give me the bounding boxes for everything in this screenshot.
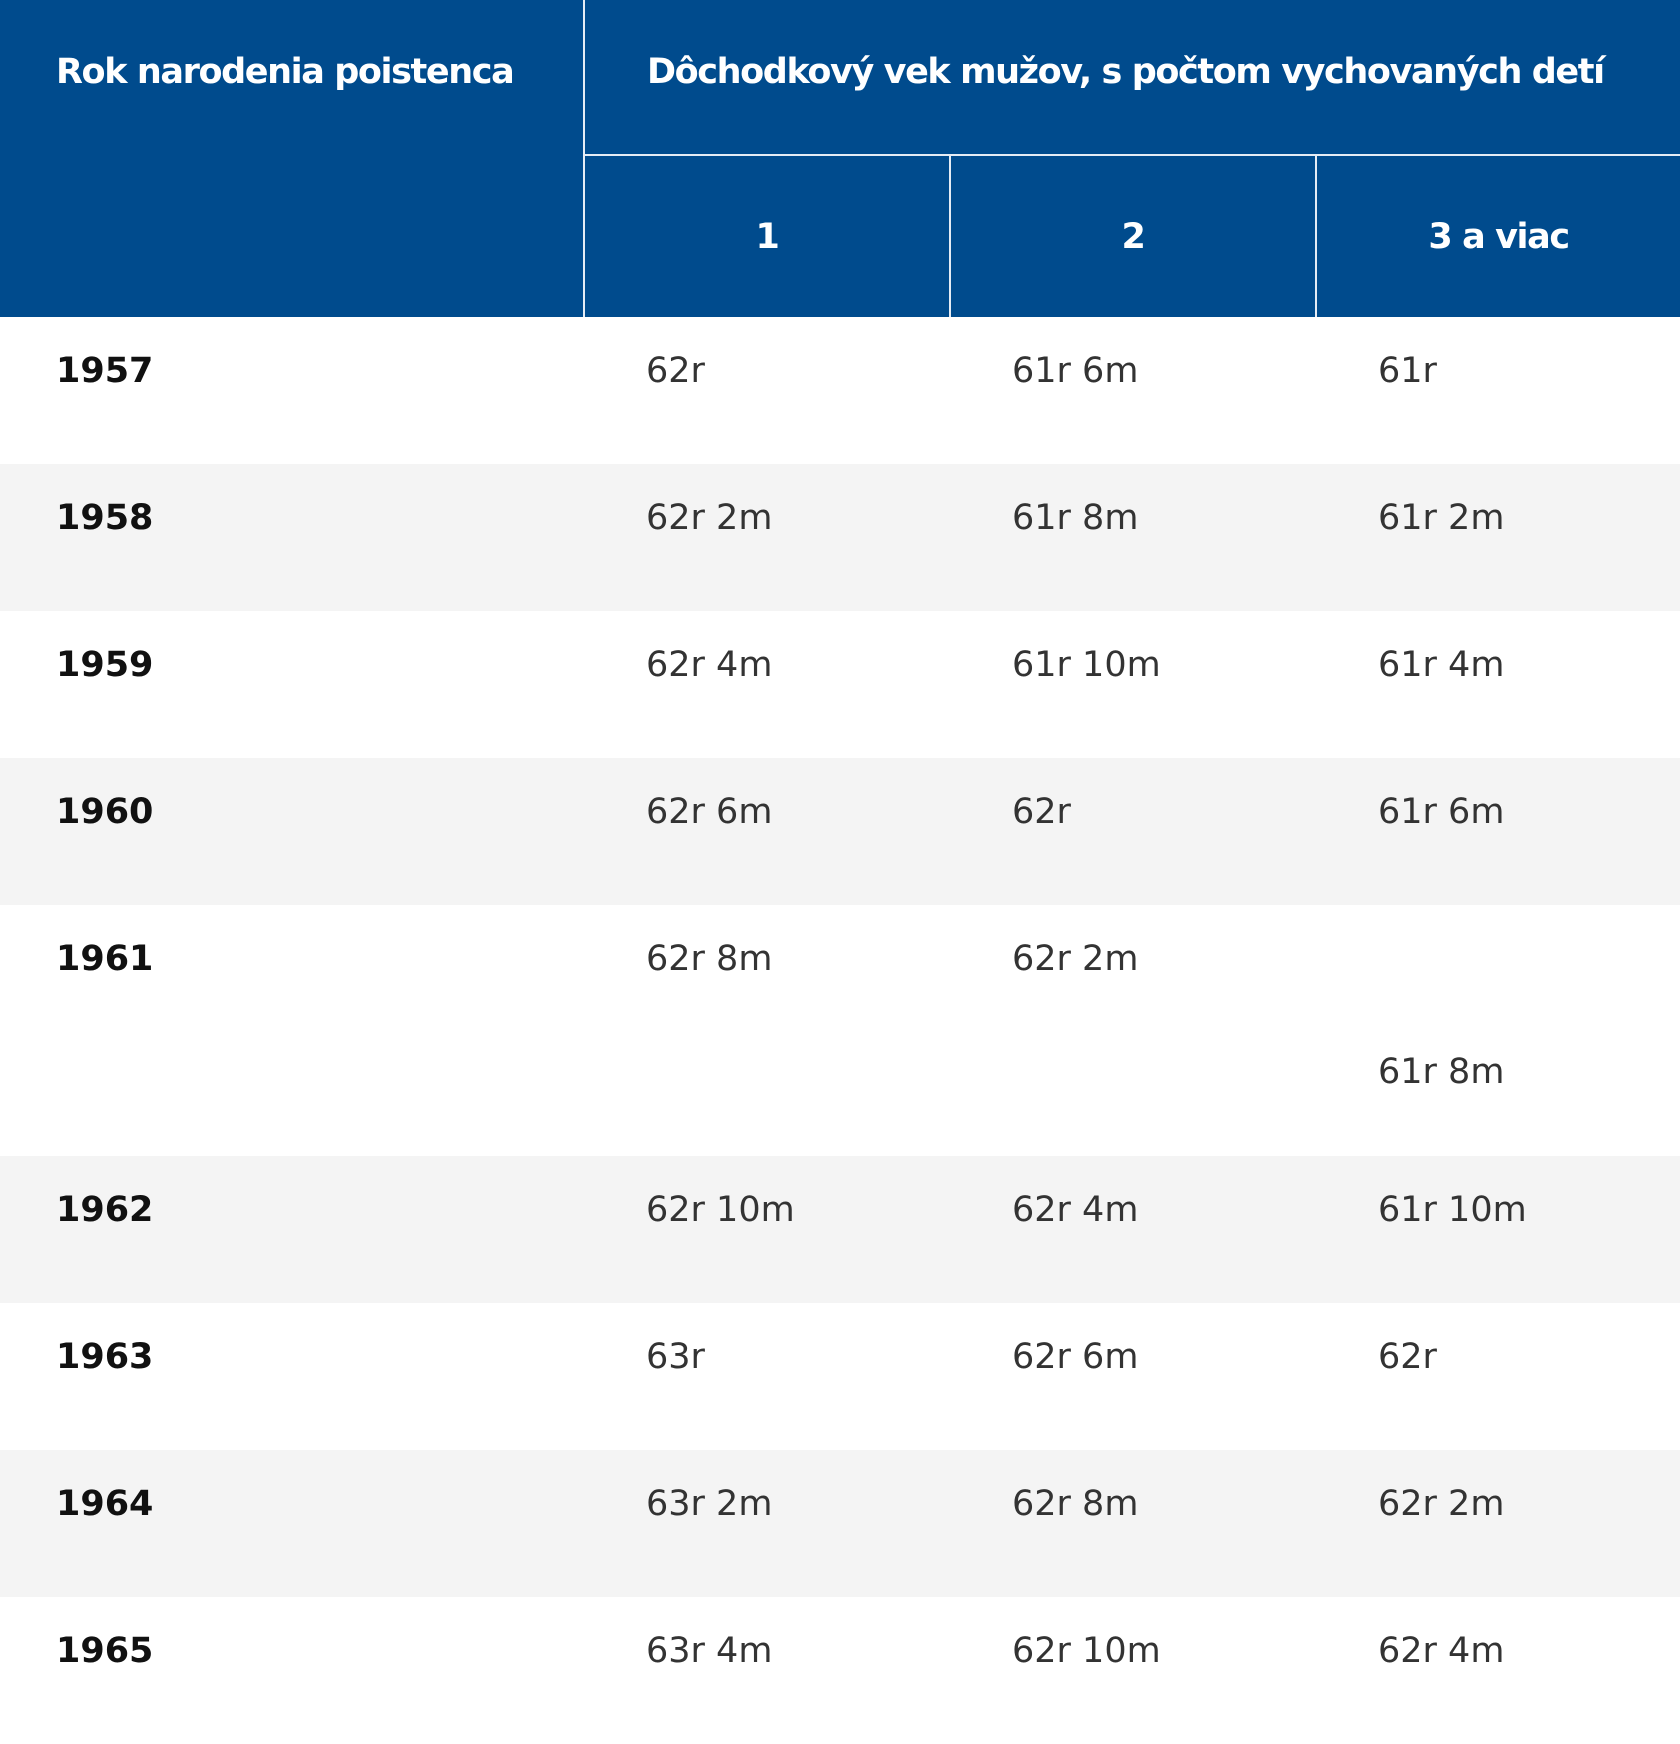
- age-cell-children-3-plus: 61r 8m: [1378, 1052, 1505, 1092]
- age-cell-children-3-plus: 61r 6m: [1316, 758, 1680, 905]
- birth-year-cell: 1961: [56, 939, 154, 979]
- age-cell-children-1: 62r 4m: [646, 645, 773, 685]
- age-cell-children-2: 61r 10m: [1012, 645, 1161, 685]
- birth-year-cell: 1957: [56, 351, 154, 391]
- age-cell-children-1: 63r 4m: [646, 1631, 773, 1671]
- age-cell-children-2: 62r 10m: [1012, 1631, 1161, 1671]
- age-cell-children-3-plus: 62r: [1378, 1337, 1437, 1377]
- birth-year-cell: 1960: [0, 758, 584, 905]
- header-retirement-age-group: Dôchodkový vek mužov, s počtom vychovaný…: [584, 0, 1680, 156]
- table-header: Rok narodenia poistenca Dôchodkový vek m…: [0, 0, 1680, 317]
- age-cell-children-1: 62r 8m: [646, 939, 773, 979]
- age-cell-children-1: 63r 2m: [584, 1450, 950, 1597]
- age-cell-children-2: 61r 6m: [1012, 351, 1139, 391]
- age-cell-children-3-plus: 61r 4m: [1378, 645, 1505, 685]
- age-cell-children-2: 61r 8m: [950, 464, 1316, 611]
- table-row: 1959 62r 4m 61r 10m 61r 4m: [0, 611, 1680, 758]
- age-cell-children-3-plus: 61r 10m: [1316, 1156, 1680, 1303]
- age-cell-children-2: 62r 2m: [1012, 939, 1139, 979]
- age-cell-children-2: 62r 6m: [1012, 1337, 1139, 1377]
- header-children-3-plus: 3 a viac: [1316, 155, 1680, 317]
- age-cell-children-2: 62r 8m: [950, 1450, 1316, 1597]
- birth-year-cell: 1958: [0, 464, 584, 611]
- table-row: 1958 62r 2m 61r 8m 61r 2m: [0, 464, 1680, 611]
- table-body: 1957 62r 61r 6m 61r 1958 62r 2m 61r 8m 6…: [0, 317, 1680, 1744]
- table-row: 1960 62r 6m 62r 61r 6m: [0, 758, 1680, 905]
- table-row: 1964 63r 2m 62r 8m 62r 2m: [0, 1450, 1680, 1597]
- birth-year-cell: 1959: [56, 645, 154, 685]
- table-row: 1963 63r 62r 6m 62r: [0, 1303, 1680, 1450]
- age-cell-children-1: 62r 6m: [584, 758, 950, 905]
- birth-year-cell: 1965: [56, 1631, 154, 1671]
- age-cell-children-2: 62r: [950, 758, 1316, 905]
- table-row: 1961 62r 8m 62r 2m 61r 8m: [0, 905, 1680, 1156]
- age-cell-children-3-plus: 62r 2m: [1316, 1450, 1680, 1597]
- birth-year-cell: 1962: [0, 1156, 584, 1303]
- age-cell-children-1: 62r: [646, 351, 705, 391]
- age-cell-children-1: 62r 10m: [584, 1156, 950, 1303]
- header-birth-year: Rok narodenia poistenca: [0, 0, 585, 317]
- header-children-2: 2: [950, 155, 1317, 317]
- header-children-1: 1: [584, 155, 951, 317]
- age-cell-children-3-plus: 61r: [1378, 351, 1437, 391]
- table-row: 1965 63r 4m 62r 10m 62r 4m: [0, 1597, 1680, 1744]
- birth-year-cell: 1964: [0, 1450, 584, 1597]
- age-cell-children-3-plus: 61r 2m: [1316, 464, 1680, 611]
- age-cell-children-1: 62r 2m: [584, 464, 950, 611]
- table-row: 1962 62r 10m 62r 4m 61r 10m: [0, 1156, 1680, 1303]
- table-row: 1957 62r 61r 6m 61r: [0, 317, 1680, 464]
- age-cell-children-2: 62r 4m: [950, 1156, 1316, 1303]
- age-cell-children-3-plus: 62r 4m: [1378, 1631, 1505, 1671]
- age-cell-children-1: 63r: [646, 1337, 705, 1377]
- birth-year-cell: 1963: [56, 1337, 154, 1377]
